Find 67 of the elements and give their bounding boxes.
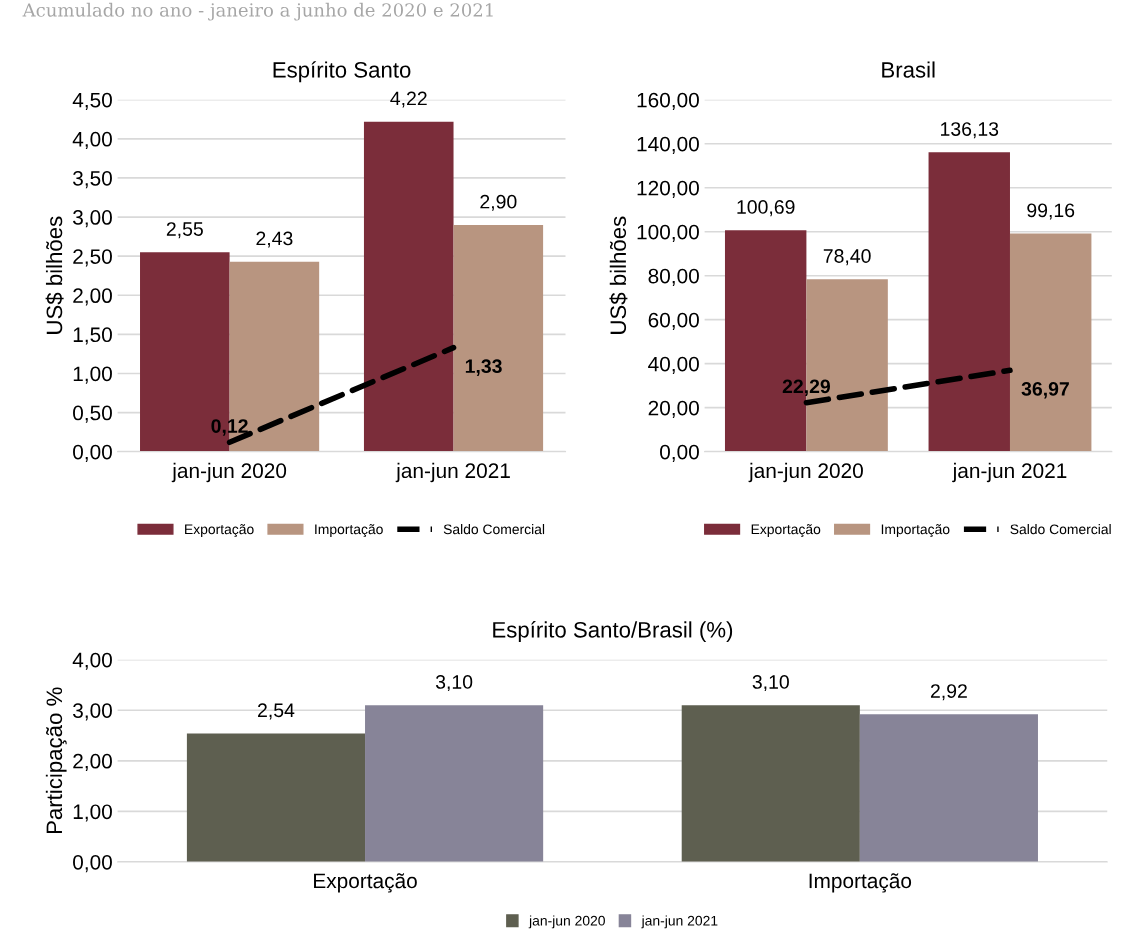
y-tick-label: 4,50: [72, 92, 112, 110]
y-tick-label: 0,00: [73, 444, 112, 462]
text: Acumulado no ano - janeiro a junho de 2020 e 2021: [22, 2, 493, 21]
y-tick-label: 3,00: [73, 703, 112, 721]
y-tick-label: 120,00: [637, 180, 699, 198]
y-tick-label: 140,00: [637, 136, 699, 154]
legend-label: Exportação: [185, 524, 254, 538]
y-tick-label: 1,00: [73, 804, 112, 822]
data-label: 2,92: [930, 684, 967, 701]
bar: [1009, 233, 1092, 452]
y-tick-label: 0,00: [73, 854, 112, 873]
data-label: 0,12: [211, 419, 248, 436]
bar: [186, 733, 366, 862]
y-axis-title: US$ bilhões: [609, 216, 628, 334]
legend-label: Importação: [881, 524, 950, 538]
y-tick-label: 2,00: [73, 753, 112, 772]
data-label: 22,29: [782, 379, 831, 397]
bar: [859, 714, 1038, 862]
bar: [365, 705, 544, 862]
y-tick-label: 0,50: [73, 405, 112, 423]
data-label: 36,97: [1021, 381, 1069, 399]
bar: [453, 224, 544, 452]
x-tick-label: jan-jun 2021: [952, 462, 1067, 483]
data-label: 2,55: [166, 222, 203, 239]
legend-label: Importação: [315, 524, 383, 538]
legend-label: jan-jun 2021: [641, 915, 718, 929]
y-tick-label: 4,00: [72, 131, 112, 150]
data-label: 2,54: [258, 703, 295, 720]
legend-label: Saldo Comercial: [443, 524, 545, 535]
data-label: 1,33: [465, 359, 502, 376]
bar: [363, 121, 454, 452]
y-tick-label: 3,50: [73, 170, 112, 189]
y-tick-label: 20,00: [648, 400, 699, 418]
legend-label: Exportação: [751, 524, 821, 538]
y-tick-label: 1,50: [73, 327, 112, 345]
y-axis-title: Participação %: [45, 687, 67, 834]
data-label: 2,43: [256, 231, 293, 248]
x-tick-label: jan-jun 2020: [171, 462, 287, 483]
y-tick-label: 80,00: [648, 268, 699, 286]
data-label: 4,22: [390, 91, 427, 108]
x-tick-label: jan-jun 2021: [395, 462, 510, 483]
data-label: 100,69: [737, 200, 795, 217]
data-label: 3,10: [435, 675, 473, 692]
data-label: 2,90: [480, 194, 517, 211]
bar: [928, 152, 1010, 452]
legend-label: jan-jun 2020: [528, 915, 605, 929]
chart-title: Espírito Santo: [273, 61, 411, 83]
y-tick-label: 160,00: [637, 92, 699, 110]
x-tick-label: jan-jun 2020: [748, 462, 863, 483]
y-tick-label: 60,00: [648, 312, 699, 330]
y-axis-title: US$ bilhões: [45, 216, 64, 334]
chart-title: Espírito Santo/Brasil (%): [493, 621, 733, 643]
y-tick-label: 0,00: [660, 444, 699, 462]
y-tick-label: 2,50: [73, 249, 112, 267]
y-tick-label: 2,00: [73, 288, 112, 306]
data-label: 136,13: [941, 122, 999, 139]
data-label: 78,40: [823, 249, 871, 266]
y-tick-label: 1,00: [73, 366, 112, 384]
data-label: 99,16: [1027, 203, 1075, 220]
data-label: 3,10: [752, 675, 789, 692]
y-tick-label: 4,00: [72, 652, 112, 670]
y-tick-label: 100,00: [637, 224, 699, 242]
y-tick-label: 40,00: [648, 356, 699, 374]
bar: [681, 705, 860, 862]
legend-label: Saldo Comercial: [1010, 524, 1111, 535]
y-tick-label: 3,00: [73, 210, 112, 228]
chart-title: Brasil: [882, 61, 935, 78]
